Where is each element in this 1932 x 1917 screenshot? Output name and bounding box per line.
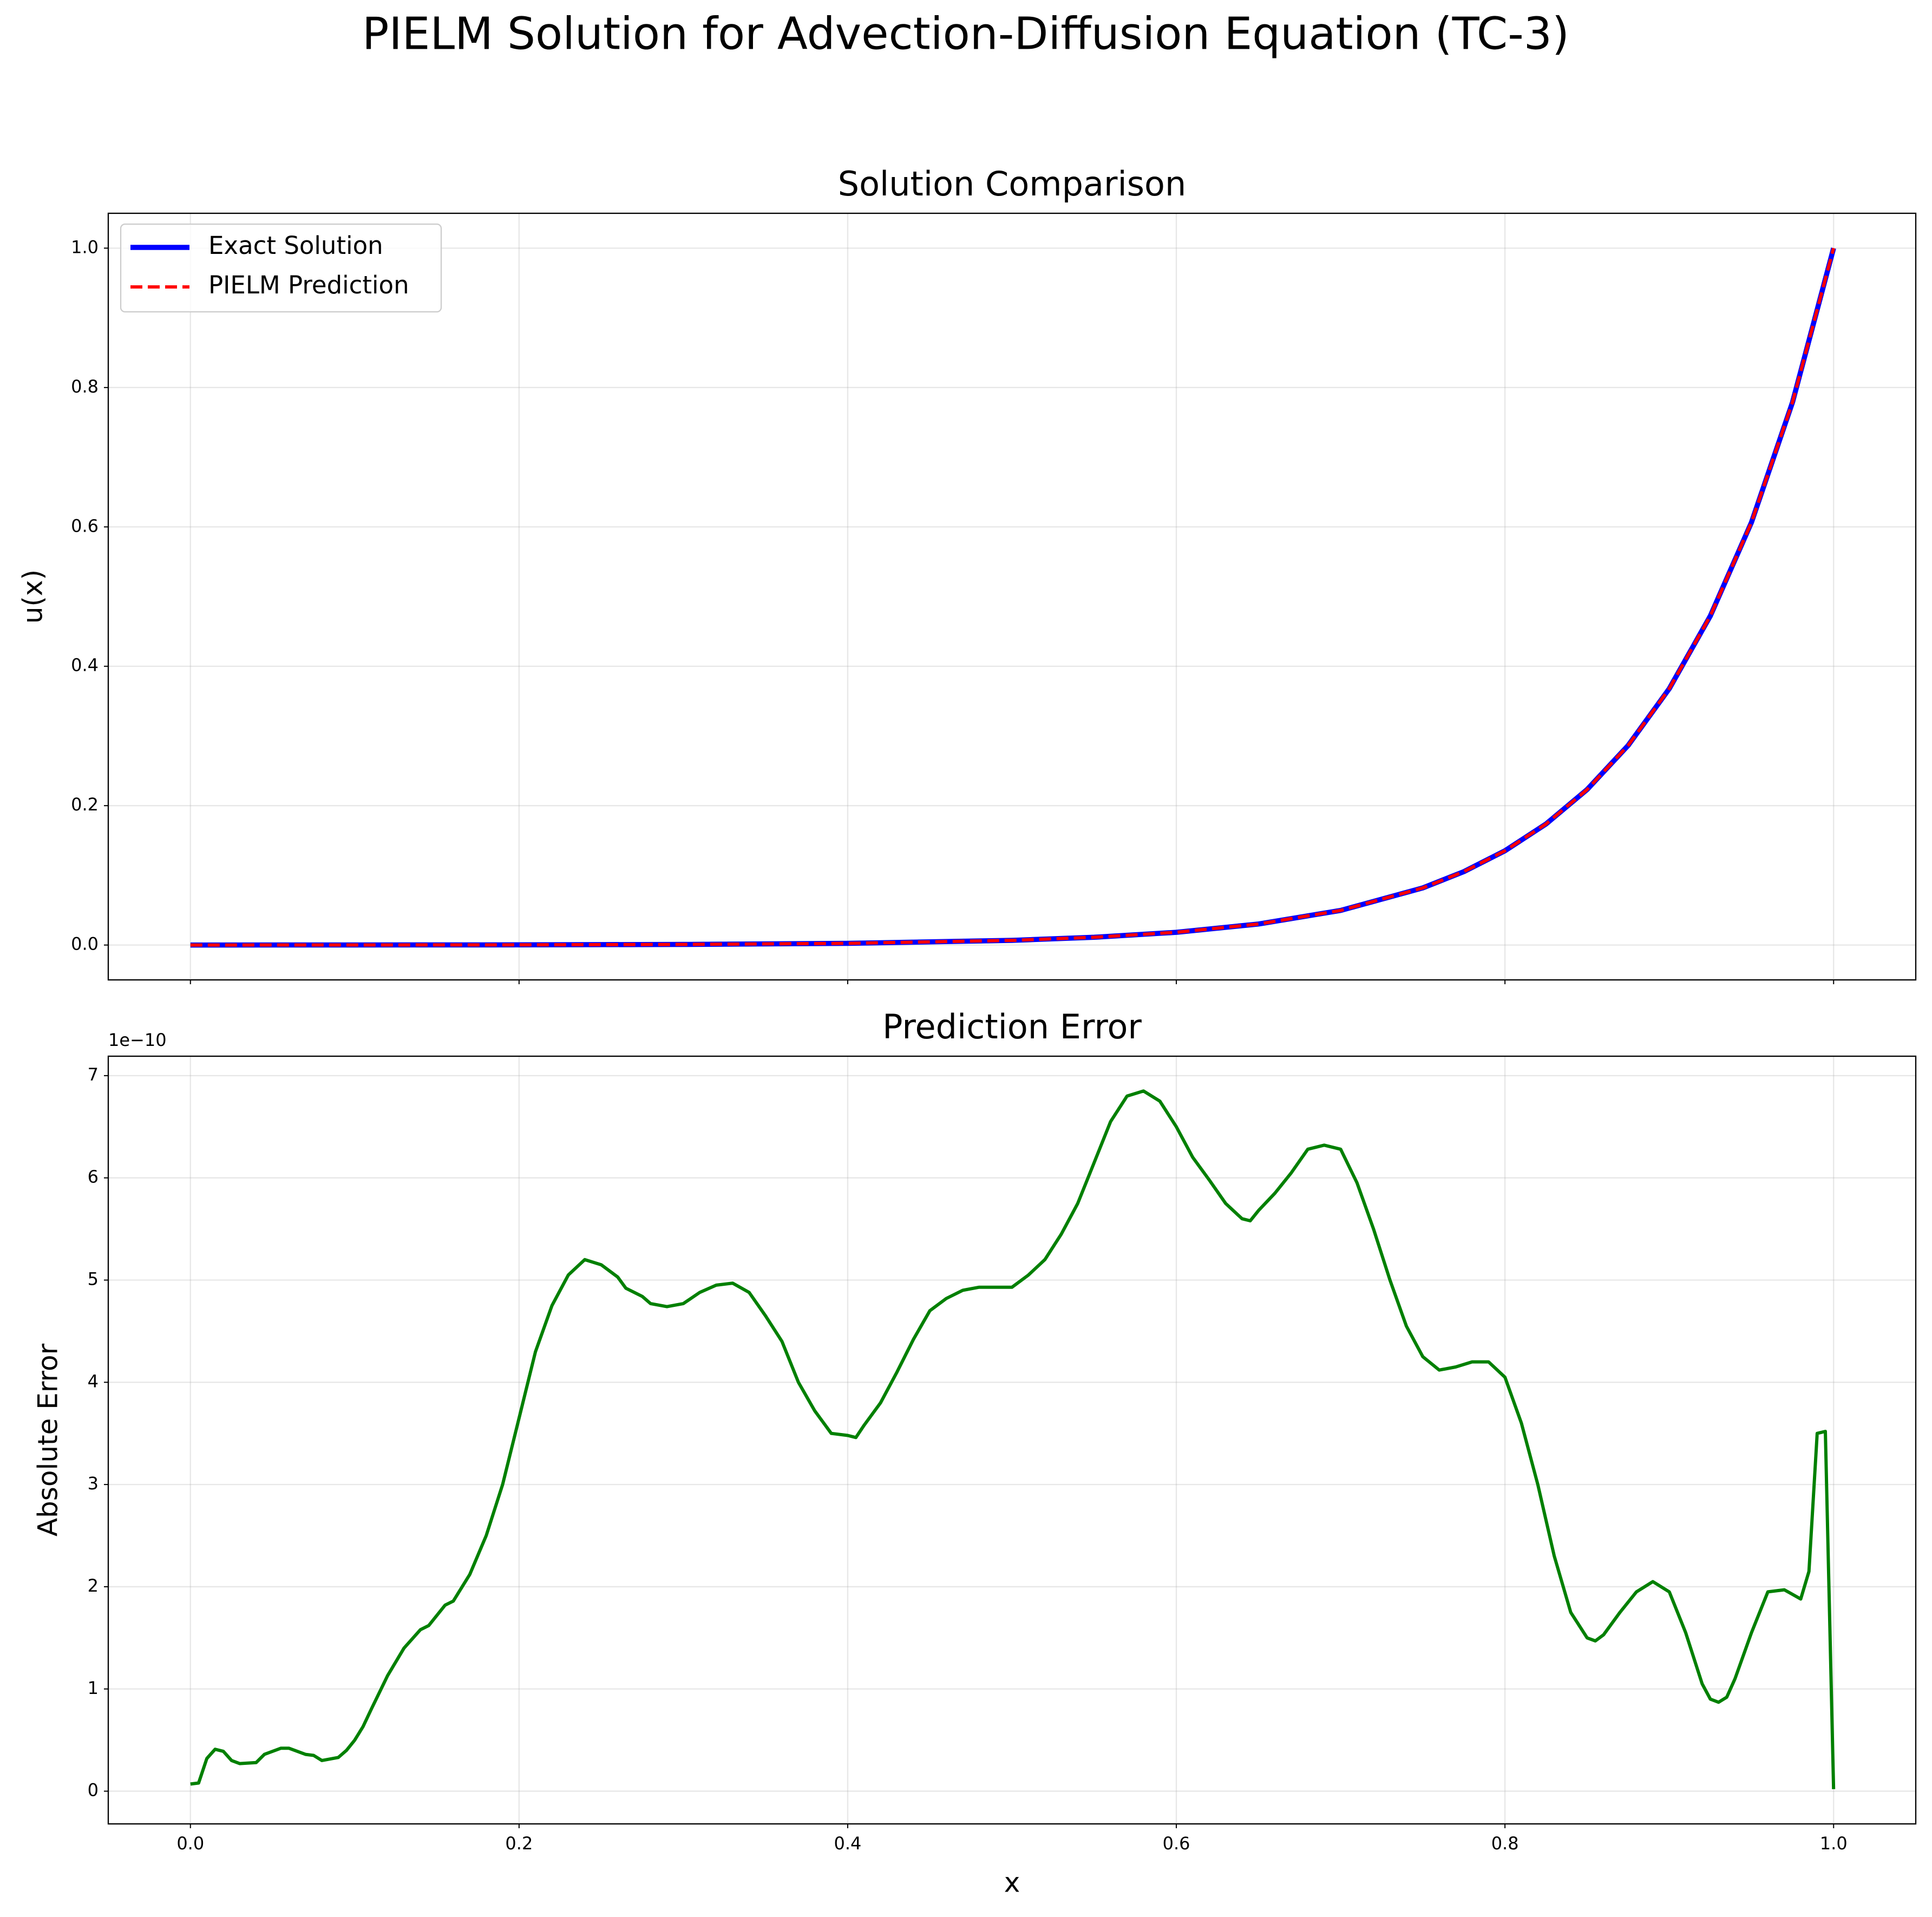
x-tick-label: 0.2 (505, 1833, 533, 1854)
offset-text: 1e−10 (108, 1030, 167, 1050)
y-tick-label: 0.2 (71, 794, 99, 815)
y-tick-label: 3 (88, 1473, 99, 1494)
legend-label: Exact Solution (208, 231, 383, 260)
y-tick-label: 0.0 (71, 934, 99, 954)
subplot-title: Prediction Error (882, 1007, 1142, 1046)
y-tick-label: 7 (88, 1064, 99, 1085)
x-tick-label: 1.0 (1820, 1833, 1848, 1854)
x-tick-label: 0.4 (834, 1833, 862, 1854)
plot-frame (107, 212, 1917, 981)
y-tick-label: 1 (88, 1678, 99, 1698)
subplot-title: Solution Comparison (838, 164, 1187, 204)
plot-frame (107, 1055, 1917, 1825)
y-tick-label: 0.6 (71, 515, 99, 536)
y-tick-label: 0.8 (71, 376, 99, 397)
x-tick-label: 0.8 (1491, 1833, 1519, 1854)
y-axis-label: Absolute Error (32, 1343, 64, 1536)
figure-title: PIELM Solution for Advection-Diffusion E… (362, 8, 1569, 60)
y-tick-label: 4 (88, 1371, 99, 1391)
legend-box (120, 223, 442, 313)
x-tick-label: 0.6 (1163, 1833, 1190, 1854)
y-tick-label: 5 (88, 1269, 99, 1290)
error-line (190, 1089, 1836, 1789)
y-tick-label: 1.0 (71, 237, 99, 257)
y-tick-label: 0.4 (71, 655, 99, 676)
y-tick-label: 0 (88, 1780, 99, 1801)
y-tick-label: 6 (88, 1167, 99, 1187)
x-axis-label: x (1004, 1867, 1020, 1899)
legend-label: PIELM Prediction (208, 271, 409, 299)
y-tick-label: 2 (88, 1575, 99, 1596)
series-line (190, 247, 1836, 947)
x-tick-label: 0.0 (176, 1833, 204, 1854)
y-axis-label: u(x) (17, 570, 49, 624)
